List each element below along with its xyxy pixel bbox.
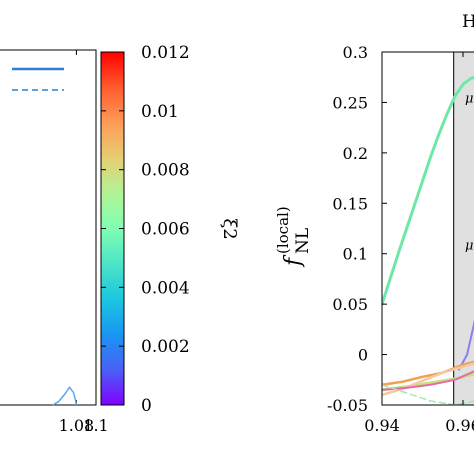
right-annotation: μ = 7 xyxy=(465,91,474,106)
left-panel: 1.081.1 xyxy=(0,49,109,435)
right-title-fragment: H xyxy=(462,12,474,32)
right-series-line xyxy=(382,384,474,405)
shaded-region xyxy=(453,52,474,405)
left-series-line xyxy=(52,386,78,406)
right-plot-area: μ = 7μ = 2μ xyxy=(382,52,474,405)
right-y-tick-label: -0.05 xyxy=(327,396,368,415)
left-plot-frame xyxy=(0,49,97,406)
right-y-label-sub: NL xyxy=(293,228,313,254)
right-y-label-main: f xyxy=(281,254,306,268)
right-series-line xyxy=(382,75,474,306)
colorbar-tick-label: 0.002 xyxy=(141,337,190,357)
right-series-line xyxy=(382,370,474,391)
right-series-line xyxy=(457,319,474,371)
colorbar-tick-label: 0.004 xyxy=(141,278,190,298)
right-y-tick-label: 0.3 xyxy=(343,43,368,62)
right-plot-frame xyxy=(381,51,474,406)
colorbar-tick-label: 0.01 xyxy=(141,102,179,122)
right-y-tick-label: 0.05 xyxy=(332,295,368,314)
left-x-tick-label: 1.1 xyxy=(83,416,108,435)
right-panel: μ = 7μ = 2μ0.30.250.20.150.10.050-0.050.… xyxy=(274,12,474,435)
right-annotation: μ = 2 xyxy=(465,239,474,254)
right-y-label-sup: (local) xyxy=(274,206,292,254)
right-y-tick-label: 0 xyxy=(358,346,368,365)
colorbar-tick-label: 0.008 xyxy=(141,161,190,181)
right-y-tick-label: 0.25 xyxy=(332,93,368,112)
right-y-tick-label: 0.1 xyxy=(343,245,368,264)
left-x-tick-label: 1.08 xyxy=(59,416,95,435)
right-y-axis-label: fNL(local) xyxy=(274,206,313,268)
right-x-tick-label: 0.96 xyxy=(445,416,474,435)
right-y-tick-label: 0.15 xyxy=(332,194,368,213)
colorbar-tick-label: 0.012 xyxy=(141,43,190,63)
colorbar-tick-label: 0.006 xyxy=(141,220,190,240)
colorbar: 0.012 0.01 0.008 0.006 0.004 0.002 0 ξ2 xyxy=(100,43,240,416)
right-x-tick-label: 0.94 xyxy=(364,416,400,435)
right-series-line xyxy=(382,360,474,387)
colorbar-label: ξ2 xyxy=(219,218,240,239)
right-y-tick-label: 0.2 xyxy=(343,144,368,163)
right-series-line xyxy=(382,362,474,397)
colorbar-tick-label: 0 xyxy=(141,396,152,416)
